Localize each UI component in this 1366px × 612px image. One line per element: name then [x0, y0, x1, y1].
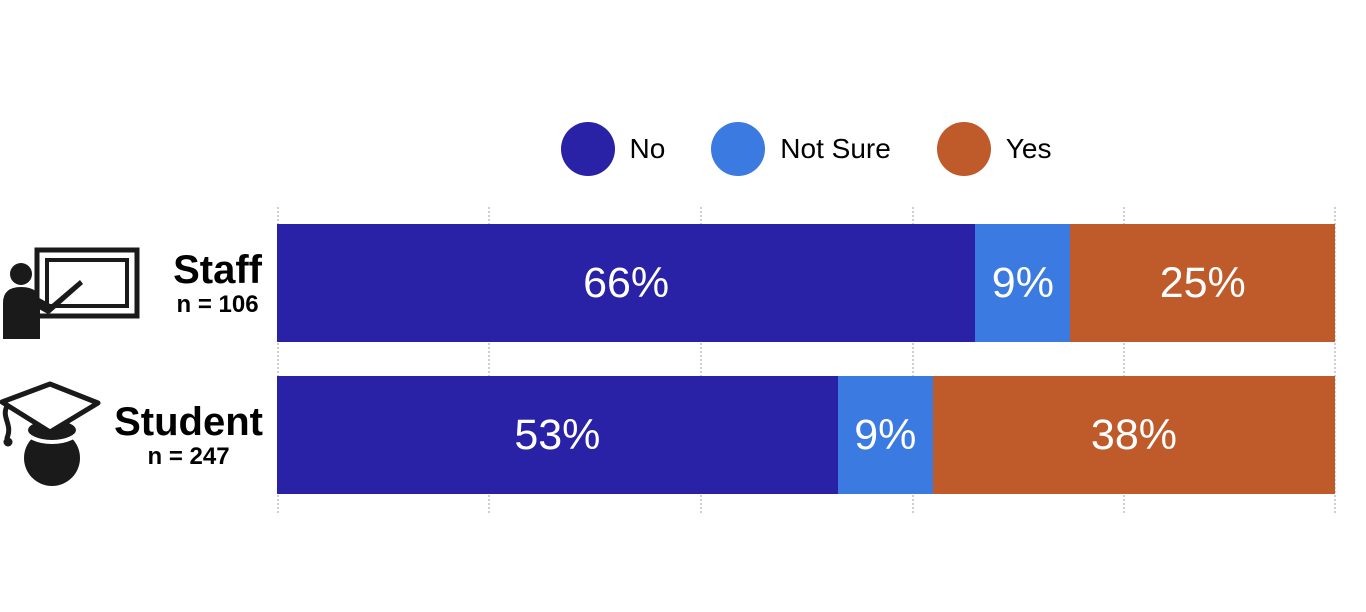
gridline-80	[1123, 207, 1125, 513]
legend-item-not-sure: Not Sure	[711, 122, 891, 176]
legend-swatch-no	[560, 122, 615, 176]
bar-row-staff: 66% 9% 25%	[277, 224, 1335, 342]
gridline-60	[912, 207, 914, 513]
legend-label-not-sure: Not Sure	[780, 133, 891, 164]
bar-segment-student-no: 53%	[277, 376, 838, 494]
legend-label-yes: Yes	[1005, 133, 1052, 164]
legend-swatch-not-sure	[711, 122, 766, 176]
category-staff: Staff n = 106	[173, 248, 262, 317]
sample-size-staff: n = 106	[176, 291, 259, 318]
bar-label-student-yes: 38%	[1090, 410, 1177, 459]
category-label-student: Student	[114, 400, 263, 444]
bar-segment-student-not-sure: 9%	[837, 376, 933, 494]
bar-label-student-no: 53%	[514, 410, 601, 459]
legend-item-yes: Yes	[936, 122, 1052, 176]
gridline-20	[488, 207, 490, 513]
sample-size-student: n = 247	[147, 443, 230, 470]
legend-label-no: No	[629, 133, 666, 164]
bar-row-student: 53% 9% 38%	[277, 376, 1335, 494]
gridline-40	[700, 207, 702, 513]
legend-item-no: No	[560, 122, 666, 176]
bar-label-staff-no: 66%	[583, 258, 670, 307]
legend-swatch-yes	[936, 122, 991, 176]
legend: No Not Sure Yes	[277, 120, 1335, 178]
category-student: Student n = 247	[114, 400, 263, 469]
bar-segment-student-yes: 38%	[932, 376, 1335, 494]
gridline-0	[277, 207, 279, 513]
bar-label-staff-not-sure: 9%	[991, 258, 1054, 307]
bar-label-staff-yes: 25%	[1159, 258, 1246, 307]
category-label-staff: Staff	[173, 248, 262, 292]
bar-label-student-not-sure: 9%	[854, 410, 917, 459]
teacher-whiteboard-icon	[2, 247, 142, 339]
bar-segment-staff-no: 66%	[277, 224, 976, 342]
bar-segment-staff-not-sure: 9%	[975, 224, 1071, 342]
graduation-cap-icon	[0, 380, 105, 488]
bar-segment-staff-yes: 25%	[1070, 224, 1335, 342]
gridline-100	[1334, 207, 1336, 513]
